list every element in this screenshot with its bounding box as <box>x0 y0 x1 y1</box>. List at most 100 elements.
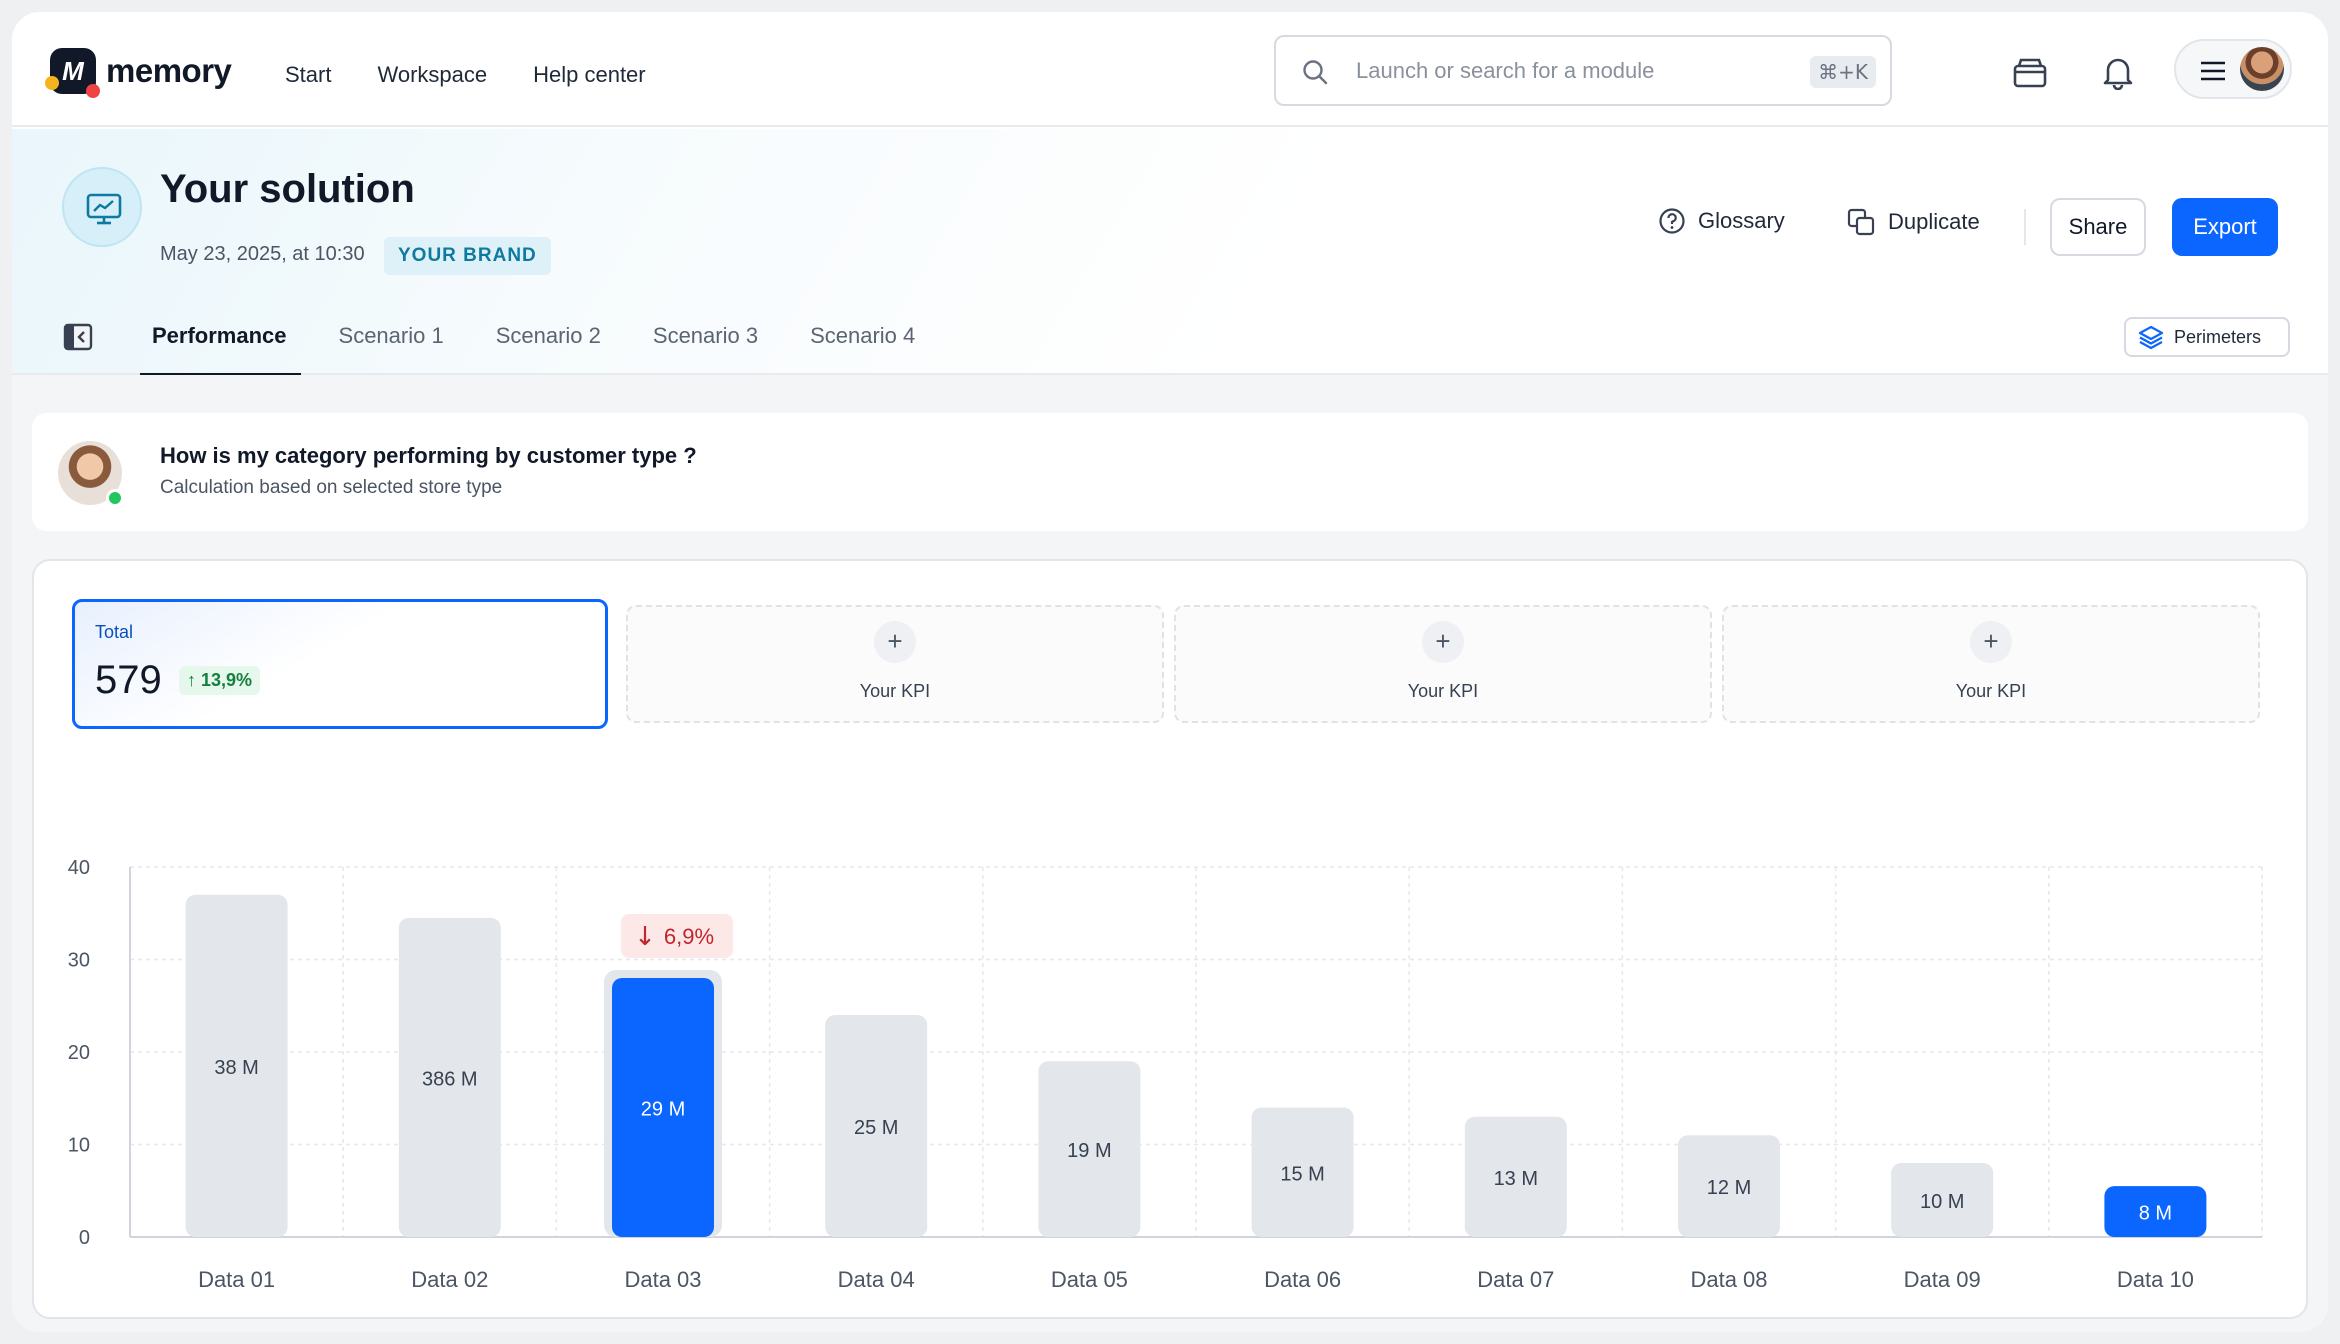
help-circle-icon <box>1659 208 1685 234</box>
bar-data-label: 386 M <box>422 1068 478 1090</box>
user-avatar <box>2240 47 2284 91</box>
bar-data-label: 38 M <box>214 1057 258 1079</box>
y-tick-label: 30 <box>68 950 90 972</box>
perimeters-button[interactable]: Perimeters <box>2124 317 2290 357</box>
app-window: M memory Start Workspace Help center ⌘+K <box>12 12 2328 1332</box>
x-tick-label: Data 09 <box>1904 1267 1981 1292</box>
question-card: How is my category performing by custome… <box>32 413 2308 531</box>
logo-text: memory <box>106 52 232 89</box>
annotation-text: 6,9% <box>664 924 714 949</box>
monitor-chart-icon <box>86 193 122 225</box>
search-input[interactable] <box>1356 53 1776 89</box>
copy-icon <box>1847 208 1875 236</box>
bell-icon[interactable] <box>2100 54 2136 90</box>
kpi-slot-label: Your KPI <box>1955 681 2027 701</box>
kpi-total-card[interactable]: Total 579 ↑ 13,9% <box>72 599 608 729</box>
x-tick-label: Data 03 <box>624 1267 701 1292</box>
y-tick-label: 40 <box>68 857 90 879</box>
solution-date: May 23, 2025, at 10:30 <box>160 243 365 265</box>
menu-icon <box>2201 61 2225 81</box>
kpi-slot-label: Your KPI <box>1407 681 1479 701</box>
search-icon <box>1303 60 1328 85</box>
y-tick-label: 20 <box>68 1042 90 1064</box>
sidebar-toggle-icon[interactable] <box>60 319 96 355</box>
bar-data-label: 10 M <box>1920 1191 1964 1213</box>
bar <box>825 1015 928 1237</box>
bar <box>1038 1061 1141 1237</box>
duplicate-button[interactable]: Duplicate <box>1846 207 1980 237</box>
bar-data-label: 13 M <box>1494 1168 1538 1190</box>
bar <box>612 978 714 1237</box>
x-tick-label: Data 06 <box>1264 1267 1341 1292</box>
export-button[interactable]: Export <box>2172 198 2278 256</box>
divider <box>2024 209 2026 245</box>
online-status-dot <box>106 489 124 507</box>
kpi-slot-2[interactable]: + Your KPI <box>1174 605 1712 723</box>
bar <box>398 917 501 1237</box>
nav-start[interactable]: Start <box>285 62 332 87</box>
x-tick-label: Data 10 <box>2117 1267 2194 1292</box>
bar <box>1678 1135 1780 1237</box>
add-kpi-icon[interactable]: + <box>1422 621 1464 663</box>
tab-scenario-4[interactable]: Scenario 4 <box>810 323 916 348</box>
y-tick-label: 0 <box>79 1227 90 1249</box>
y-tick-label: 10 <box>68 1135 90 1157</box>
tab-bar: Performance Scenario 1 Scenario 2 Scenar… <box>140 323 967 376</box>
tab-performance[interactable]: Performance <box>140 323 300 376</box>
x-tick-label: Data 08 <box>1690 1267 1767 1292</box>
bar <box>1464 1116 1567 1237</box>
kpi-trend-badge: ↑ 13,9% <box>179 666 261 695</box>
bar <box>1251 1107 1354 1237</box>
page-title: Your solution <box>160 167 415 211</box>
duplicate-label: Duplicate <box>1888 209 1980 234</box>
bar-chart: 0 10 20 30 40 38 M Data 01 386 M Data 02 29 M Data… <box>68 857 2263 1292</box>
kpi-slot-label: Your KPI <box>859 681 931 701</box>
bar-data-label: 25 M <box>854 1117 898 1139</box>
tab-scenario-1[interactable]: Scenario 1 <box>338 323 444 348</box>
search-bar[interactable]: ⌘+K <box>1274 35 1892 106</box>
bar-data-label: 8 M <box>2139 1203 2172 1225</box>
layers-icon <box>2138 325 2164 350</box>
bar-data-label: 19 M <box>1067 1140 1111 1162</box>
chart-panel: Total 579 ↑ 13,9% + Your KPI + Your KPI … <box>32 559 2308 1319</box>
arrow-down-icon: ↓ <box>634 922 656 952</box>
user-menu[interactable] <box>2174 39 2292 99</box>
bar <box>2104 1186 2207 1237</box>
arrow-up-icon: ↑ <box>187 670 196 690</box>
kpi-total-value: 579 <box>95 658 162 702</box>
kpi-slot-3[interactable]: + Your KPI <box>1722 605 2260 723</box>
tab-scenario-2[interactable]: Scenario 2 <box>495 323 601 348</box>
kpi-slot-1[interactable]: + Your KPI <box>626 605 1164 723</box>
logo[interactable]: M memory <box>45 48 232 98</box>
nav-workspace[interactable]: Workspace <box>377 62 488 87</box>
question-subtitle: Calculation based on selected store type <box>160 477 503 498</box>
x-tick-label: Data 07 <box>1477 1267 1554 1292</box>
nav-help-center[interactable]: Help center <box>533 62 646 87</box>
add-kpi-icon[interactable]: + <box>874 621 916 663</box>
kpi-total-label: Total <box>95 622 134 642</box>
kpi-trend-value: 13,9% <box>201 670 253 690</box>
x-tick-label: Data 01 <box>198 1267 275 1292</box>
solution-icon <box>62 167 142 247</box>
x-tick-label: Data 05 <box>1051 1267 1128 1292</box>
question-title: How is my category performing by custome… <box>160 443 697 468</box>
glossary-label: Glossary <box>1698 208 1785 233</box>
archive-icon[interactable] <box>2012 54 2048 90</box>
shortcut-hint: ⌘+K <box>1810 56 1876 88</box>
glossary-button[interactable]: Glossary <box>1658 207 1785 235</box>
bar <box>185 894 288 1237</box>
main-nav: Start Workspace Help center <box>285 62 646 88</box>
share-button[interactable]: Share <box>2050 198 2146 256</box>
x-tick-label: Data 02 <box>411 1267 488 1292</box>
brand-badge: YOUR BRAND <box>384 237 551 275</box>
top-bar: M memory Start Workspace Help center ⌘+K <box>12 12 2328 127</box>
add-kpi-icon[interactable]: + <box>1970 621 2012 663</box>
bar-data-label: 12 M <box>1707 1177 1751 1199</box>
tab-scenario-3[interactable]: Scenario 3 <box>652 323 759 348</box>
bar-data-label: 29 M <box>641 1099 685 1121</box>
x-tick-label: Data 04 <box>838 1267 915 1292</box>
main-content: How is my category performing by custome… <box>12 375 2328 1332</box>
logo-mark: M <box>45 48 100 98</box>
perimeters-label: Perimeters <box>2174 326 2262 347</box>
bar-data-label: 15 M <box>1280 1163 1324 1185</box>
